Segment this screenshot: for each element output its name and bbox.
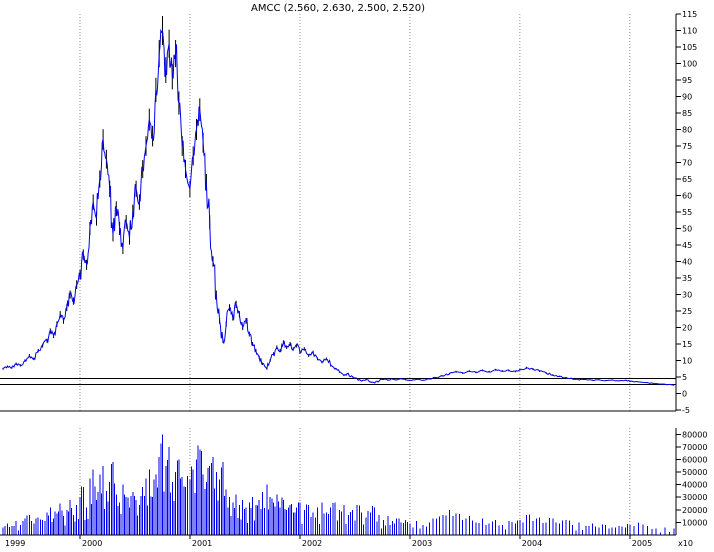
svg-text:105: 105 xyxy=(682,43,697,52)
svg-text:5: 5 xyxy=(682,373,687,382)
svg-text:115: 115 xyxy=(682,10,697,19)
svg-text:10000: 10000 xyxy=(682,518,707,527)
svg-text:70000: 70000 xyxy=(682,443,707,452)
svg-text:40: 40 xyxy=(682,258,692,267)
svg-text:50000: 50000 xyxy=(682,468,707,477)
svg-text:15: 15 xyxy=(682,340,692,349)
svg-text:2002: 2002 xyxy=(302,539,322,548)
svg-text:100: 100 xyxy=(682,60,697,69)
svg-text:80: 80 xyxy=(682,126,692,135)
svg-text:80000: 80000 xyxy=(682,430,707,439)
svg-text:35: 35 xyxy=(682,274,692,283)
svg-text:40000: 40000 xyxy=(682,481,707,490)
svg-text:45: 45 xyxy=(682,241,692,250)
svg-text:10: 10 xyxy=(682,357,692,366)
svg-text:1999: 1999 xyxy=(5,539,25,548)
svg-text:85: 85 xyxy=(682,109,692,118)
svg-text:20000: 20000 xyxy=(682,506,707,515)
svg-text:2001: 2001 xyxy=(192,539,212,548)
chart-title: AMCC (2.560, 2.630, 2.500, 2.520) xyxy=(251,3,425,14)
svg-text:50: 50 xyxy=(682,225,692,234)
svg-text:x10: x10 xyxy=(678,539,693,548)
svg-text:2000: 2000 xyxy=(82,539,102,548)
svg-text:65: 65 xyxy=(682,175,692,184)
svg-text:25: 25 xyxy=(682,307,692,316)
svg-text:110: 110 xyxy=(682,27,697,36)
svg-text:30: 30 xyxy=(682,291,692,300)
svg-text:20: 20 xyxy=(682,324,692,333)
svg-text:2003: 2003 xyxy=(412,539,432,548)
svg-text:-5: -5 xyxy=(682,406,690,415)
svg-text:95: 95 xyxy=(682,76,692,85)
svg-text:55: 55 xyxy=(682,208,692,217)
svg-text:60: 60 xyxy=(682,192,692,201)
svg-text:60000: 60000 xyxy=(682,456,707,465)
svg-text:2005: 2005 xyxy=(632,539,652,548)
svg-text:0: 0 xyxy=(682,390,687,399)
svg-text:75: 75 xyxy=(682,142,692,151)
svg-text:2004: 2004 xyxy=(522,539,542,548)
svg-text:30000: 30000 xyxy=(682,493,707,502)
svg-text:90: 90 xyxy=(682,93,692,102)
svg-text:70: 70 xyxy=(682,159,692,168)
